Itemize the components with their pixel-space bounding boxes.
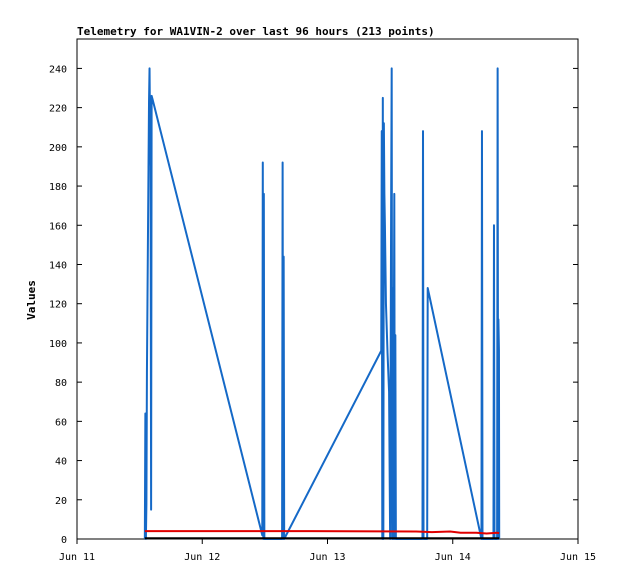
y-tick-label: 160 (49, 221, 67, 232)
y-tick-label: 60 (55, 417, 67, 428)
x-tick-label: Jun 11 (59, 552, 95, 563)
chart-title: Telemetry for WA1VIN-2 over last 96 hour… (77, 25, 435, 38)
y-tick-label: 140 (49, 260, 67, 271)
y-tick-label: 240 (49, 64, 67, 75)
x-axis-ticks: Jun 11 Jun 12 Jun 13 Jun 14 Jun 15 (59, 539, 596, 563)
y-tick-label: 200 (49, 143, 67, 154)
y-tick-label: 180 (49, 182, 67, 193)
x-tick-label: Jun 14 (435, 552, 471, 563)
y-tick-label: 20 (55, 496, 67, 507)
x-tick-label: Jun 12 (184, 552, 220, 563)
y-tick-label: 120 (49, 300, 67, 311)
x-tick-label: Jun 13 (309, 552, 345, 563)
y-axis-label: Values (25, 280, 38, 320)
series-line (143, 67, 501, 540)
y-tick-label: 220 (49, 104, 67, 115)
y-tick-label: 40 (55, 457, 67, 468)
y-tick-label: 100 (49, 339, 67, 350)
y-axis-ticks: 0 20 40 60 80 100 120 140 160 180 200 220 240 (49, 64, 578, 546)
series-line (144, 530, 500, 535)
y-tick-label: 0 (61, 535, 67, 546)
x-tick-label: Jun 15 (560, 552, 596, 563)
y-tick-label: 80 (55, 378, 67, 389)
series-layer (143, 67, 501, 540)
